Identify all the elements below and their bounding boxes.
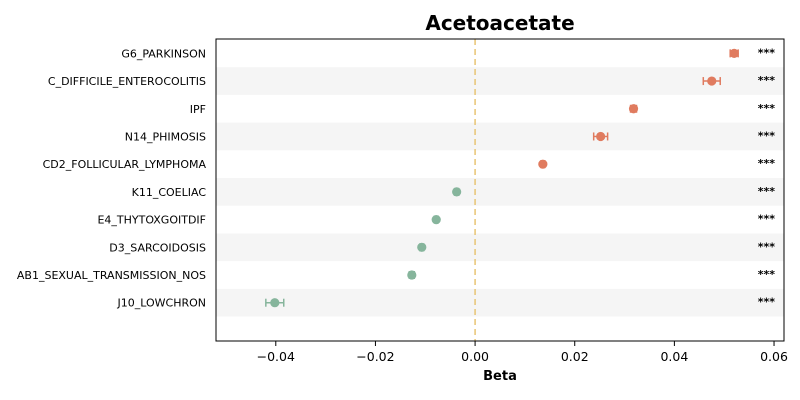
category-label: N14_PHIMOSIS xyxy=(125,130,206,143)
category-label: CD2_FOLLICULAR_LYMPHOMA xyxy=(43,158,207,171)
x-tick-label: −0.04 xyxy=(257,349,295,364)
chart-title: Acetoacetate xyxy=(425,11,574,35)
x-axis-label: Beta xyxy=(483,369,517,384)
significance-label: *** xyxy=(758,296,776,309)
x-tick-label: 0.02 xyxy=(561,349,589,364)
category-label: D3_SARCOIDOSIS xyxy=(109,241,206,254)
category-label: K11_COELIAC xyxy=(132,186,207,199)
x-axis-ticks: −0.04 −0.02 0.00 0.02 0.04 0.06 xyxy=(257,341,788,364)
significance-label: *** xyxy=(758,240,776,253)
category-label: G6_PARKINSON xyxy=(121,47,206,60)
data-points xyxy=(265,48,739,308)
estimate-point xyxy=(729,48,739,58)
estimate-point xyxy=(407,270,417,280)
beta-marker xyxy=(596,131,606,142)
beta-marker xyxy=(538,159,548,169)
significance-label: *** xyxy=(758,157,776,170)
category-labels: G6_PARKINSON C_DIFFICILE_ENTEROCOLITIS IPF… xyxy=(17,47,207,309)
row-band xyxy=(216,122,784,151)
x-tick-label: 0.04 xyxy=(660,349,688,364)
x-tick-label: 0.00 xyxy=(461,349,489,364)
beta-marker xyxy=(431,214,441,225)
category-label: C_DIFFICILE_ENTEROCOLITIS xyxy=(48,75,206,88)
beta-marker xyxy=(729,48,739,58)
significance-label: *** xyxy=(758,46,776,59)
beta-marker xyxy=(407,270,417,280)
category-label: AB1_SEXUAL_TRANSMISSION_NOS xyxy=(17,269,206,282)
beta-marker xyxy=(270,298,280,308)
significance-label: *** xyxy=(758,102,776,115)
row-bands xyxy=(216,67,784,317)
row-band xyxy=(216,178,784,206)
category-label: J10_LOWCHRON xyxy=(117,297,207,310)
beta-marker xyxy=(707,76,717,86)
beta-marker xyxy=(417,242,427,252)
row-band xyxy=(216,67,784,95)
plot-frame xyxy=(215,38,785,342)
x-tick-label: 0.06 xyxy=(760,349,788,364)
significance-labels: *** *** *** *** *** *** *** *** *** *** xyxy=(758,46,776,308)
x-tick-label: −0.02 xyxy=(356,349,394,364)
estimate-point xyxy=(431,214,441,225)
row-band xyxy=(216,288,784,317)
significance-label: *** xyxy=(758,185,776,198)
estimate-point xyxy=(417,242,427,252)
estimate-point xyxy=(265,298,285,308)
estimate-point xyxy=(452,187,462,197)
significance-label: *** xyxy=(758,213,776,226)
significance-label: *** xyxy=(758,74,776,87)
significance-label: *** xyxy=(758,129,776,142)
category-label: E4_THYTOXGOITDIF xyxy=(97,214,206,227)
estimate-point xyxy=(702,76,721,86)
significance-label: *** xyxy=(758,268,776,281)
row-band xyxy=(216,233,784,262)
estimate-point xyxy=(538,159,548,169)
beta-marker xyxy=(628,104,639,114)
category-label: IPF xyxy=(190,103,206,116)
beta-marker xyxy=(452,187,462,197)
estimate-point xyxy=(592,131,609,142)
estimate-point xyxy=(628,104,639,114)
